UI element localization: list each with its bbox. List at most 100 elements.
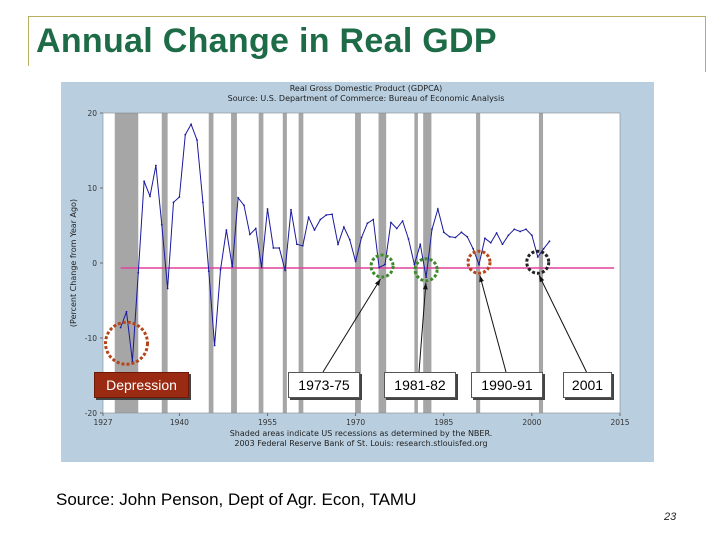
data-point-1951 <box>243 204 245 207</box>
data-point-1935 <box>149 195 151 198</box>
data-point-1966 <box>331 213 334 216</box>
x-tick-label-1: 1940 <box>170 418 189 427</box>
data-point-1941 <box>184 133 187 136</box>
recession-band-8 <box>378 113 387 413</box>
callout-depression: Depression <box>94 372 189 398</box>
data-point-1975 <box>384 263 386 266</box>
y-tick-label-1: 10 <box>87 184 97 193</box>
recession-band-7 <box>355 113 361 413</box>
data-point-2003 <box>548 240 551 243</box>
series-line <box>120 123 550 362</box>
data-point-1988 <box>460 231 463 234</box>
y-axis-label: (Percent Change from Year Ago) <box>69 199 78 327</box>
data-point-1976 <box>389 221 392 224</box>
data-point-1993 <box>489 241 492 244</box>
recession-band-2 <box>208 113 214 413</box>
highlight-circle-4 <box>525 249 551 275</box>
data-point-1964 <box>319 218 322 221</box>
data-point-1992 <box>483 237 486 240</box>
callout-arrow-4 <box>538 275 587 373</box>
data-point-1933 <box>137 271 140 274</box>
data-point-1954 <box>260 266 263 269</box>
data-point-1945 <box>207 270 210 273</box>
data-point-1990 <box>472 247 475 250</box>
page-number: 23 <box>664 511 677 523</box>
data-point-1969 <box>348 238 351 241</box>
data-point-1998 <box>519 230 522 233</box>
highlight-circle-3 <box>466 249 492 275</box>
data-point-1989 <box>466 235 469 238</box>
data-point-1994 <box>495 232 498 234</box>
y-tick-labels: 20 10 0 -10 -20 <box>85 109 97 418</box>
x-tick-label-5: 2000 <box>522 418 541 427</box>
data-point-1940 <box>178 196 181 198</box>
highlight-circle-2 <box>413 257 439 283</box>
callout-arrowhead-3 <box>479 275 484 283</box>
y-tick-label-3: -10 <box>85 334 97 343</box>
data-point-1979 <box>407 238 410 240</box>
highlight-circle-0 <box>104 320 149 366</box>
highlight-circles <box>104 249 551 366</box>
data-point-1965 <box>325 214 328 216</box>
recession-band-6 <box>298 113 304 413</box>
data-point-1983 <box>431 228 433 231</box>
data-point-1980 <box>413 263 416 266</box>
data-point-2000 <box>530 234 533 237</box>
callout-1973-75: 1973-75 <box>288 372 360 398</box>
data-point-1952 <box>248 233 251 236</box>
recession-band-10 <box>423 113 432 413</box>
slide-frame-top <box>28 16 706 17</box>
slide-frame-left <box>28 16 29 66</box>
data-point-1956 <box>272 247 275 249</box>
data-point-1972 <box>366 222 369 225</box>
data-point-1974 <box>378 266 381 269</box>
data-point-1973 <box>372 218 375 221</box>
data-point-1960 <box>295 243 298 246</box>
data-point-1950 <box>237 196 240 199</box>
data-point-2002 <box>542 247 545 250</box>
data-point-1984 <box>436 208 439 210</box>
data-point-1963 <box>313 229 316 231</box>
highlight-circle-1 <box>369 253 395 279</box>
data-point-1987 <box>454 236 457 239</box>
x-tick-label-2: 1955 <box>258 418 277 427</box>
plot-area <box>103 113 620 413</box>
x-tick-label-0: 1927 <box>93 418 112 427</box>
data-point-1978 <box>401 220 404 222</box>
data-point-1962 <box>307 216 310 219</box>
callout-arrowhead-2 <box>422 282 428 290</box>
x-tick-label-4: 1985 <box>434 418 453 427</box>
data-point-1930 <box>119 326 122 329</box>
data-point-1996 <box>507 234 510 237</box>
source-note: Source: John Penson, Dept of Agr. Econ, … <box>56 490 417 509</box>
data-point-1959 <box>290 208 292 211</box>
callout-arrow-1 <box>322 278 381 373</box>
callout-2001: 2001 <box>563 372 612 398</box>
callout-arrows <box>322 275 587 373</box>
data-point-1955 <box>266 208 269 210</box>
data-point-1936 <box>154 164 157 167</box>
data-point-1997 <box>513 228 516 231</box>
callout-1990-91: 1990-91 <box>471 372 543 398</box>
gdp-chart: Real Gross Domestic Product (GDPCA) Sour… <box>61 82 654 462</box>
slide-frame-right <box>705 16 706 72</box>
data-point-1931 <box>125 310 128 313</box>
data-point-2001 <box>536 256 539 258</box>
callout-arrow-2 <box>418 282 427 373</box>
series-points <box>119 123 551 363</box>
data-point-1938 <box>166 287 169 290</box>
chart-note-copyright: 2003 Federal Reserve Bank of St. Louis: … <box>234 439 487 448</box>
data-point-1967 <box>337 243 339 246</box>
data-point-1947 <box>219 268 222 271</box>
recession-band-0 <box>114 113 139 413</box>
x-tick-label-6: 2015 <box>610 418 629 427</box>
recession-band-3 <box>231 113 237 413</box>
y-tick-label-2: 0 <box>92 259 97 268</box>
callout-1981-82: 1981-82 <box>384 372 456 398</box>
callout-arrowhead-1 <box>374 279 381 286</box>
callout-arrow-3 <box>479 275 507 373</box>
recession-band-12 <box>538 113 544 413</box>
x-tick-label-3: 1970 <box>346 418 365 427</box>
data-point-1944 <box>201 201 204 204</box>
data-point-1937 <box>160 223 163 226</box>
